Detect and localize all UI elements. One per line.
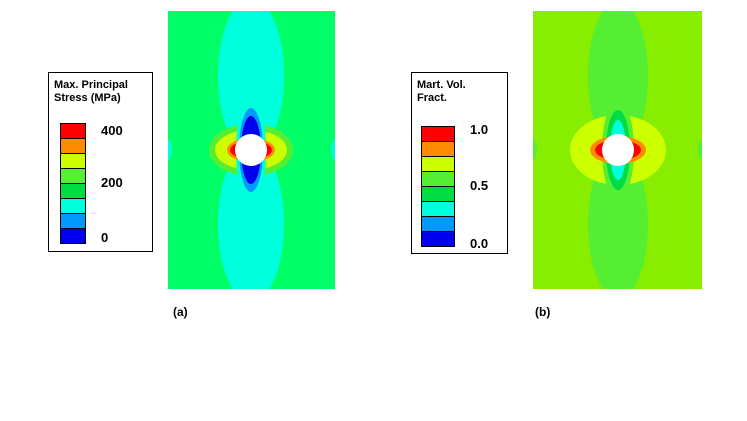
legend-b: Mart. Vol. Fract. 1.0 0.5 0.0 <box>411 72 508 254</box>
legend-b-swatch <box>421 171 455 187</box>
legend-a-swatch <box>60 153 86 169</box>
legend-b-swatch <box>421 216 455 232</box>
legend-a-label-max: 400 <box>101 123 123 138</box>
legend-a-swatch <box>60 228 86 244</box>
martensite-contour-plot <box>533 11 702 289</box>
legend-b-label-max: 1.0 <box>470 122 489 137</box>
legend-a: Max. Principal Stress (MPa) 400 200 0 <box>48 72 153 252</box>
legend-a-swatch <box>60 168 86 184</box>
legend-a-title: Max. Principal Stress (MPa) <box>54 79 128 104</box>
hole <box>602 134 634 166</box>
legend-a-label-mid: 200 <box>101 175 123 190</box>
legend-a-swatch <box>60 213 86 229</box>
legend-b-title: Mart. Vol. Fract. <box>417 79 466 104</box>
legend-b-swatch <box>421 126 455 142</box>
hole <box>235 134 267 166</box>
legend-b-label-min: 0.0 <box>470 236 489 251</box>
stress-contour-plot <box>168 11 335 289</box>
legend-b-swatch <box>421 186 455 202</box>
legend-b-label-mid: 0.5 <box>470 178 489 193</box>
legend-b-swatch <box>421 141 455 157</box>
legend-b-swatch <box>421 231 455 247</box>
legend-a-swatch <box>60 123 86 139</box>
legend-a-swatch <box>60 183 86 199</box>
legend-a-swatch <box>60 138 86 154</box>
caption-a: (a) <box>173 305 188 319</box>
legend-a-label-min: 0 <box>101 230 109 245</box>
caption-b: (b) <box>535 305 551 319</box>
legend-b-swatch <box>421 201 455 217</box>
legend-b-swatch <box>421 156 455 172</box>
legend-a-swatch <box>60 198 86 214</box>
